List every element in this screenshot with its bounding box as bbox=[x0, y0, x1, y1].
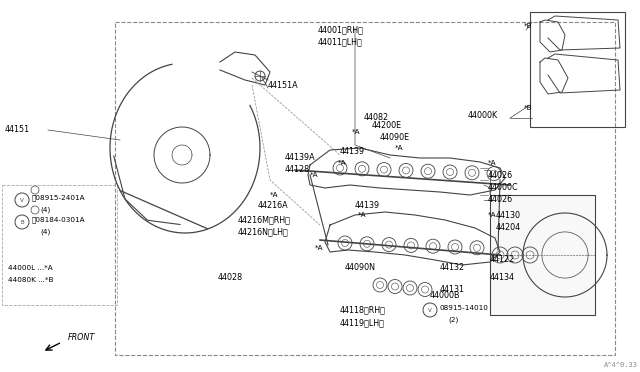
Text: 44119〈LH〉: 44119〈LH〉 bbox=[340, 318, 385, 327]
Text: 44026: 44026 bbox=[488, 170, 513, 180]
Text: 44001〈RH〉: 44001〈RH〉 bbox=[318, 26, 364, 35]
Text: 44000C: 44000C bbox=[488, 183, 518, 192]
Text: 44216M〈RH〉: 44216M〈RH〉 bbox=[238, 215, 291, 224]
Text: *A: *A bbox=[488, 212, 497, 218]
Text: *A: *A bbox=[395, 145, 404, 151]
Text: 44134: 44134 bbox=[490, 273, 515, 282]
Text: 44151A: 44151A bbox=[268, 81, 299, 90]
Text: B: B bbox=[20, 219, 24, 224]
Text: 44090N: 44090N bbox=[345, 263, 376, 273]
Text: 44026: 44026 bbox=[488, 196, 513, 205]
Text: 44090E: 44090E bbox=[380, 134, 410, 142]
Text: 44000B: 44000B bbox=[430, 291, 461, 299]
Text: 44139: 44139 bbox=[355, 201, 380, 209]
Text: 44216N〈LH〉: 44216N〈LH〉 bbox=[238, 228, 289, 237]
Bar bbox=[530, 12, 625, 127]
Text: 44011〈LH〉: 44011〈LH〉 bbox=[318, 38, 363, 46]
Text: (2): (2) bbox=[448, 317, 458, 323]
Text: *A: *A bbox=[315, 245, 324, 251]
Text: 08915-14010: 08915-14010 bbox=[440, 305, 489, 311]
Text: ⒲08184-0301A: ⒲08184-0301A bbox=[32, 217, 86, 223]
Text: Ⓥ08915-2401A: Ⓥ08915-2401A bbox=[32, 195, 86, 201]
Text: 44118〈RH〉: 44118〈RH〉 bbox=[340, 305, 386, 314]
Text: (4): (4) bbox=[40, 229, 51, 235]
Text: *B: *B bbox=[524, 23, 532, 29]
Text: 44204: 44204 bbox=[496, 224, 521, 232]
Text: 44128: 44128 bbox=[285, 166, 310, 174]
Text: A^4^0.33: A^4^0.33 bbox=[604, 362, 638, 368]
Text: FRONT: FRONT bbox=[68, 334, 95, 343]
Text: (4): (4) bbox=[40, 207, 51, 213]
Text: 44000L ...*A: 44000L ...*A bbox=[8, 265, 52, 271]
Bar bbox=[115, 22, 615, 355]
Text: V: V bbox=[20, 198, 24, 202]
Text: *A: *A bbox=[338, 160, 347, 166]
Text: 44132: 44132 bbox=[440, 263, 465, 273]
Text: 44139: 44139 bbox=[340, 148, 365, 157]
Text: 44122: 44122 bbox=[490, 256, 515, 264]
Bar bbox=[490, 195, 595, 315]
Text: 44131: 44131 bbox=[440, 285, 465, 295]
Text: *A: *A bbox=[310, 172, 319, 178]
Text: 44151: 44151 bbox=[5, 125, 30, 135]
Text: *A: *A bbox=[358, 212, 367, 218]
Text: 44216A: 44216A bbox=[258, 201, 289, 209]
Text: *A: *A bbox=[352, 129, 360, 135]
Text: *A: *A bbox=[488, 160, 497, 166]
Text: V: V bbox=[428, 308, 432, 312]
Text: *A: *A bbox=[270, 192, 278, 198]
Text: 44200E: 44200E bbox=[372, 122, 402, 131]
Text: 44139A: 44139A bbox=[285, 154, 316, 163]
Text: 44080K ...*B: 44080K ...*B bbox=[8, 277, 54, 283]
Bar bbox=[2, 185, 117, 305]
Text: 44130: 44130 bbox=[496, 211, 521, 219]
Text: *B: *B bbox=[524, 105, 532, 111]
Text: 44028: 44028 bbox=[218, 273, 243, 282]
Text: 44000K: 44000K bbox=[468, 110, 498, 119]
Text: 44082: 44082 bbox=[364, 113, 389, 122]
